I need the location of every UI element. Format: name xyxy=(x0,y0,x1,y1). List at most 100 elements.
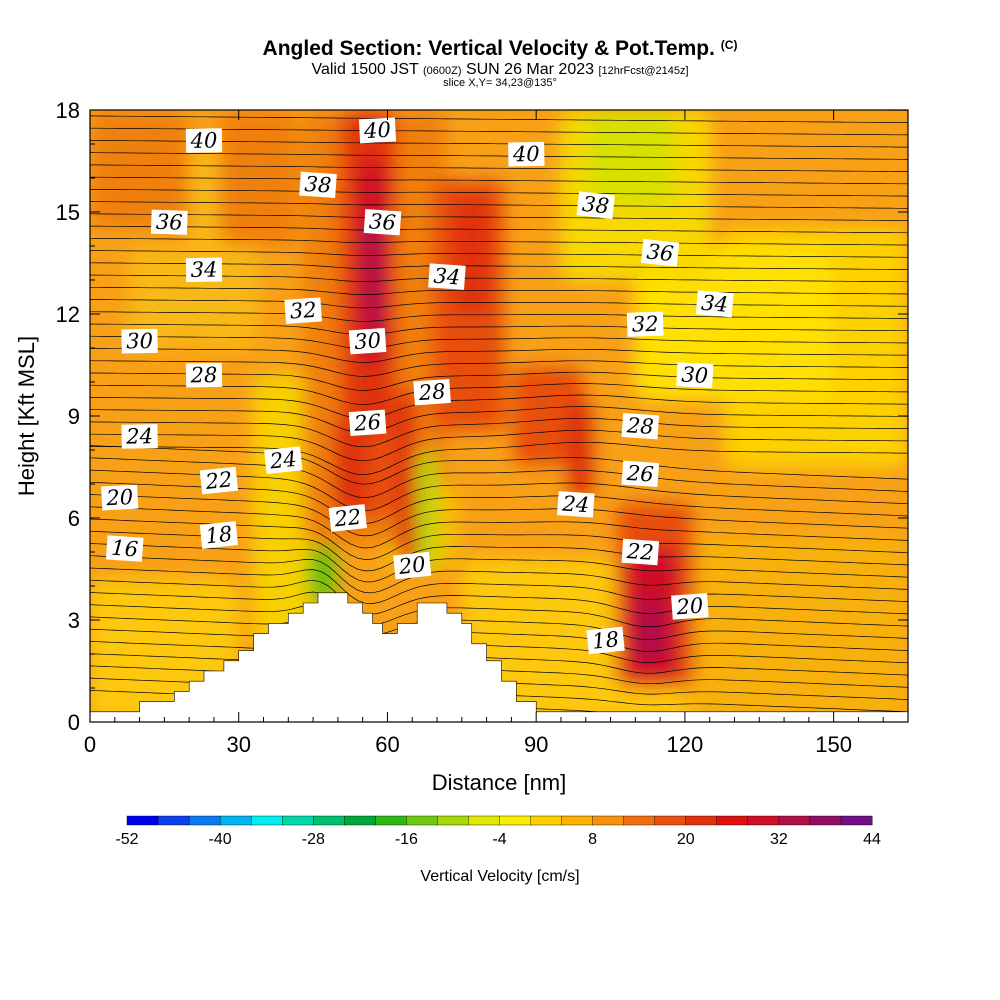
velocity-cell xyxy=(397,388,418,569)
colorbar-swatch xyxy=(344,815,376,826)
isentrope-label-box xyxy=(621,538,660,566)
colorbar-swatch xyxy=(499,815,532,826)
isentrope-line xyxy=(90,371,908,391)
valid-date: SUN 26 Mar 2023 xyxy=(465,61,595,78)
isentrope-label-text: 30 xyxy=(353,328,381,354)
colorbar-swatch xyxy=(592,815,625,826)
y-tick-label: 15 xyxy=(56,200,80,225)
isentrope-line xyxy=(90,579,908,615)
isentrope-label-text: 20 xyxy=(105,485,134,510)
velocity-cell xyxy=(253,375,314,644)
colorbar-tick-label: 32 xyxy=(770,831,788,848)
isentrope-label: 28 xyxy=(185,362,223,388)
isentrope-label-box xyxy=(508,141,545,167)
isentrope-line xyxy=(90,628,908,664)
isentrope-line xyxy=(90,394,908,419)
isentrope-line xyxy=(90,445,908,485)
y-tick-label: 9 xyxy=(68,404,80,429)
y-tick-label: 12 xyxy=(56,302,80,327)
isentrope-label-text: 36 xyxy=(368,209,396,235)
y-tick-label: 0 xyxy=(68,710,80,735)
isentrope-label-box xyxy=(393,551,432,580)
isentrope-label-text: 38 xyxy=(304,172,332,198)
isentrope-label-box xyxy=(185,362,223,388)
y-tick-label: 6 xyxy=(68,506,80,531)
velocity-cell xyxy=(635,599,666,661)
colorbar-label: Vertical Velocity [cm/s] xyxy=(420,868,579,885)
isentrope-line xyxy=(90,286,908,295)
colorbar-tick-label: 8 xyxy=(588,831,597,848)
colorbar-swatch xyxy=(126,815,159,826)
isentrope-label-text: 40 xyxy=(189,128,217,152)
isentrope-label: 28 xyxy=(413,378,451,406)
isentrope-label-box xyxy=(348,409,387,437)
isentrope-line xyxy=(90,360,908,377)
velocity-cell xyxy=(308,545,338,603)
isentrope-label-text: 24 xyxy=(125,424,153,448)
velocity-cell xyxy=(332,416,368,518)
colorbar-swatch xyxy=(437,815,469,826)
isentrope-label: 22 xyxy=(199,466,239,495)
copyright-mark: (C) xyxy=(720,38,738,52)
isentrope-line xyxy=(90,506,908,549)
isentrope-line xyxy=(90,406,908,434)
isentrope-label: 24 xyxy=(121,424,158,449)
isentrope-label-text: 32 xyxy=(631,312,659,337)
valid-time-line: Valid 1500 JST (0600Z) SUN 26 Mar 2023 [… xyxy=(0,61,1000,79)
isentrope-label-box xyxy=(676,362,714,389)
velocity-cell xyxy=(417,450,438,569)
isentrope-label-box xyxy=(621,412,660,440)
isentrope-label: 22 xyxy=(621,538,660,566)
isentrope-label: 22 xyxy=(328,504,367,532)
velocity-cell xyxy=(129,246,190,348)
plot-area: 4038363432302824222018162426223036403428… xyxy=(90,79,908,722)
isentrope-labels: 4038363432302824222018162426223036403428… xyxy=(101,117,734,655)
isentrope-label-text: 34 xyxy=(700,291,729,317)
colorbar-swatch xyxy=(623,815,656,826)
isentrope-label-text: 20 xyxy=(675,593,704,619)
velocity-cell xyxy=(635,246,834,399)
isentrope-label: 30 xyxy=(348,327,387,355)
x-tick-label: 150 xyxy=(815,732,852,757)
isentrope-label-text: 26 xyxy=(352,410,381,436)
isentrope-line xyxy=(90,417,908,448)
isentrope-label-box xyxy=(264,446,303,475)
colorbar-tick-label: 44 xyxy=(863,831,881,848)
colorbar-swatch xyxy=(188,815,221,826)
isentrope-line xyxy=(90,494,908,537)
colorbar-swatch xyxy=(840,815,873,826)
isentrope-line xyxy=(90,299,908,309)
colorbar-swatch xyxy=(654,815,687,826)
isentrope-label-box xyxy=(121,328,158,354)
isentrope-label-text: 20 xyxy=(397,552,427,579)
x-tick-label: 60 xyxy=(375,732,399,757)
isentrope-line xyxy=(90,127,908,136)
isentrope-label: 34 xyxy=(695,290,734,318)
isentrope-line xyxy=(90,91,908,98)
isentrope-line xyxy=(90,201,908,209)
isentrope-label-text: 40 xyxy=(363,118,392,143)
x-axis-label: Distance [nm] xyxy=(432,770,567,795)
colorbar-tick-label: 20 xyxy=(677,831,695,848)
isentrope-label: 38 xyxy=(299,171,337,199)
isentrope-label-text: 34 xyxy=(190,258,217,282)
isentrope-line xyxy=(90,383,908,405)
isentrope-label-text: 32 xyxy=(289,298,317,324)
isentrope-line xyxy=(90,348,908,363)
isentrope-label: 16 xyxy=(105,535,144,562)
isentrope-line xyxy=(90,641,908,676)
colorbar-swatch xyxy=(157,815,190,826)
colorbar-tick-label: -40 xyxy=(209,831,232,848)
isentrope-label-text: 22 xyxy=(203,467,233,494)
isentrope-label: 34 xyxy=(428,263,466,290)
isentrope-label: 26 xyxy=(621,460,660,488)
y-tick-label: 3 xyxy=(68,608,80,633)
isentrope-label: 30 xyxy=(121,328,158,354)
isentrope-line xyxy=(90,335,908,349)
x-axis: 0 30 60 90 120 150 xyxy=(84,110,884,757)
valid-time: Valid 1500 JST xyxy=(311,61,419,78)
isentrope-line xyxy=(90,262,908,270)
isentrope-label-box xyxy=(640,238,680,267)
isentrope-line xyxy=(90,79,908,86)
isentrope-line xyxy=(90,604,908,640)
